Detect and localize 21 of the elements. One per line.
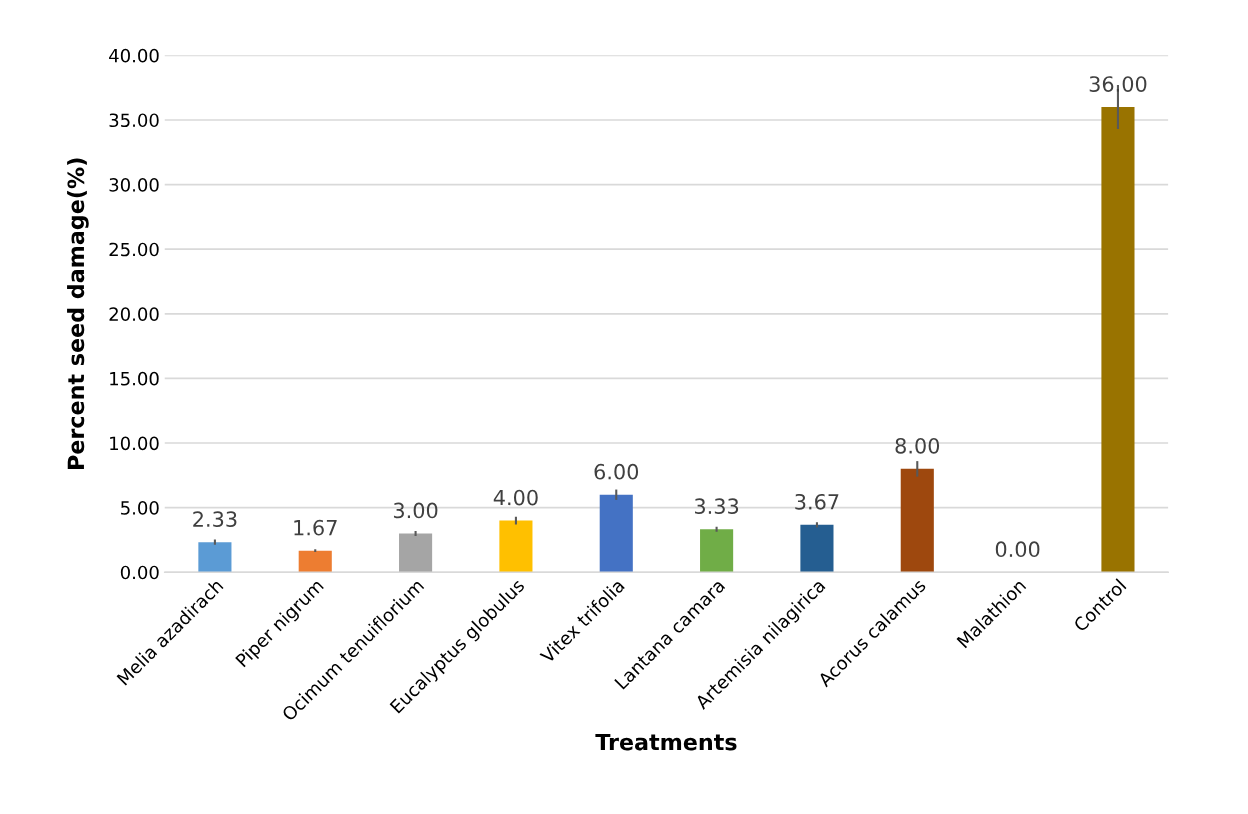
data-label: 8.00 — [895, 437, 940, 454]
y-tick-label: 30.00 — [109, 178, 159, 192]
y-tick-label: 20.00 — [109, 307, 159, 321]
data-label: 3.33 — [695, 498, 739, 515]
y-tick-label: 10.00 — [110, 436, 159, 451]
y-tick-label: 25.00 — [109, 242, 159, 257]
x-axis-title: Treatments — [595, 733, 737, 751]
data-label: 1.67 — [294, 519, 337, 536]
data-label: 3.00 — [393, 502, 438, 519]
data-label: 4.00 — [493, 489, 538, 506]
y-tick-label: 5.00 — [121, 501, 159, 515]
data-label: 6.00 — [594, 463, 639, 480]
y-tick-label: 40.00 — [109, 48, 159, 63]
data-label: 3.67 — [795, 493, 839, 510]
y-tick-label: 15.00 — [110, 371, 159, 386]
data-label: 0.00 — [995, 541, 1040, 558]
y-tick-label: 0.00 — [120, 565, 159, 580]
data-label: 2.33 — [193, 511, 237, 527]
data-label: 36.00 — [1089, 76, 1147, 92]
y-tick-label: 35.00 — [109, 113, 159, 128]
y-axis-title: Percent seed damage(%) — [67, 158, 89, 469]
